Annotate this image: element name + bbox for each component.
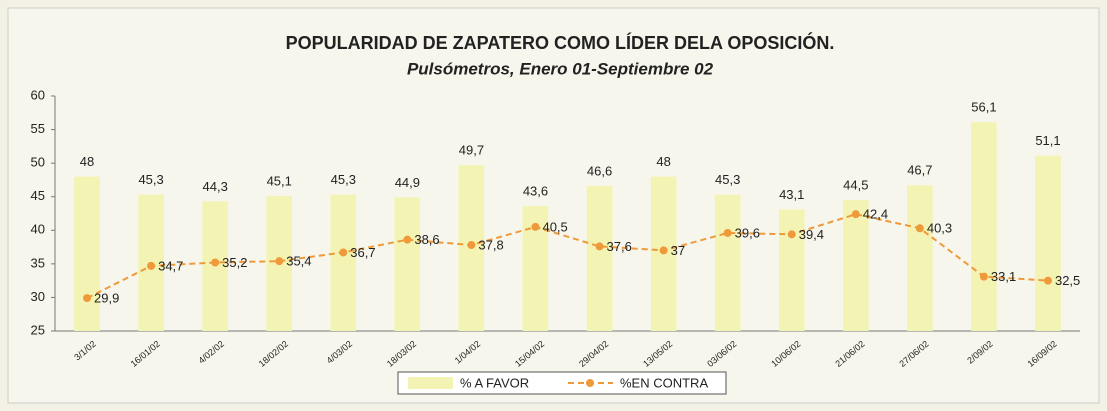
line-value-label: 39,4 (799, 227, 824, 242)
bar (394, 197, 421, 331)
bar (330, 194, 357, 331)
legend-swatch (408, 377, 453, 389)
line-marker (595, 242, 604, 251)
y-tick-label: 50 (31, 155, 45, 170)
bar-value-label: 46,6 (587, 163, 612, 178)
y-tick-label: 60 (31, 87, 45, 102)
line-value-label: 29,9 (94, 291, 119, 306)
line-value-label: 36,7 (350, 245, 375, 260)
y-tick-label: 55 (31, 121, 45, 136)
bar-value-label: 45,3 (715, 172, 740, 187)
bar (1035, 155, 1061, 331)
y-tick-label: 40 (31, 222, 45, 237)
line-value-label: 40,3 (927, 221, 952, 236)
line-marker (211, 258, 220, 267)
bar-value-label: 44,9 (395, 175, 420, 190)
y-tick-label: 25 (31, 322, 45, 337)
line-marker (915, 224, 924, 233)
line-marker (1043, 276, 1052, 285)
line-marker (851, 210, 860, 219)
line-value-label: 35,4 (286, 254, 311, 269)
line-value-label: 35,2 (222, 255, 247, 270)
line-marker (403, 235, 412, 244)
bar-value-label: 43,1 (779, 187, 804, 202)
bar-value-label: 45,3 (331, 172, 356, 187)
bar-value-label: 45,3 (138, 172, 163, 187)
y-tick-label: 45 (31, 188, 45, 203)
y-tick-label: 30 (31, 289, 45, 304)
line-marker (787, 230, 796, 239)
bar-value-label: 49,7 (459, 143, 484, 158)
line-marker (979, 272, 988, 281)
bar-value-label: 43,6 (523, 184, 548, 199)
line-marker (531, 222, 540, 231)
line-value-label: 32,5 (1055, 273, 1080, 288)
bar-value-label: 56,1 (971, 100, 996, 115)
bar-value-label: 44,5 (843, 178, 868, 193)
line-value-label: 38,6 (414, 232, 439, 247)
y-tick-label: 35 (31, 255, 45, 270)
bar (714, 194, 741, 331)
line-value-label: 37,8 (478, 237, 503, 252)
bar-value-label: 44,3 (203, 179, 228, 194)
line-value-label: 37,6 (607, 239, 632, 254)
line-marker (723, 228, 732, 237)
line-marker (339, 248, 348, 257)
bar-value-label: 45,1 (267, 173, 292, 188)
chart-subtitle: Pulsómetros, Enero 01-Septiembre 02 (407, 59, 714, 78)
line-value-label: 42,4 (863, 207, 888, 222)
line-marker (147, 261, 156, 270)
bar-value-label: 48 (80, 154, 94, 169)
bar (842, 200, 869, 331)
legend-box (397, 371, 727, 395)
line-value-label: 37 (671, 243, 685, 258)
bar (586, 185, 613, 331)
line (86, 213, 1049, 299)
bar (907, 185, 933, 331)
bar-value-label: 46,7 (907, 163, 932, 178)
line-marker (275, 257, 284, 266)
legend-marker (586, 379, 594, 387)
bar (778, 209, 805, 331)
bar (74, 176, 100, 331)
line-value-label: 34,7 (158, 258, 183, 273)
chart-title: POPULARIDAD DE ZAPATERO COMO LÍDER DELA … (286, 32, 835, 53)
line-value-label: 33,1 (991, 269, 1016, 284)
line-value-label: 40,5 (542, 219, 567, 234)
legend-label: %EN CONTRA (620, 375, 708, 390)
line-marker (659, 246, 668, 255)
line-marker (83, 294, 92, 303)
bar-value-label: 48 (656, 154, 670, 169)
bar-value-label: 51,1 (1035, 133, 1060, 148)
bar (971, 122, 997, 331)
line-marker (467, 241, 476, 250)
legend-label: % A FAVOR (460, 375, 529, 390)
line-value-label: 39,6 (735, 225, 760, 240)
